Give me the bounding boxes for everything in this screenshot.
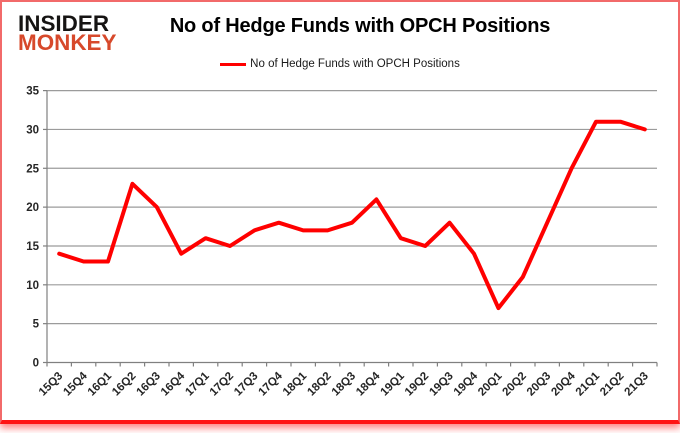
chart-card: INSIDER MONKEY No of Hedge Funds with OP… xyxy=(0,0,680,424)
x-axis-label: 15Q3 xyxy=(37,370,65,398)
x-axis-label: 16Q1 xyxy=(86,370,115,399)
x-axis-label: 21Q2 xyxy=(598,370,626,398)
y-axis-label: 10 xyxy=(26,280,39,292)
x-axis-label: 20Q3 xyxy=(525,370,553,398)
x-axis-label: 18Q3 xyxy=(330,370,358,398)
x-axis-label: 17Q3 xyxy=(232,370,260,398)
x-axis-label: 17Q2 xyxy=(208,370,236,398)
y-axis-label: 25 xyxy=(26,163,39,175)
x-axis-label: 18Q2 xyxy=(305,370,333,398)
x-axis-label: 20Q4 xyxy=(549,370,578,399)
x-axis-label: 19Q2 xyxy=(403,370,431,398)
y-axis-label: 15 xyxy=(26,241,39,253)
x-axis-label: 16Q2 xyxy=(110,370,138,398)
x-axis-label: 15Q4 xyxy=(61,370,90,399)
y-axis-label: 5 xyxy=(33,319,40,331)
y-axis-label: 30 xyxy=(26,124,39,136)
legend-label: No of Hedge Funds with OPCH Positions xyxy=(250,58,460,70)
legend: No of Hedge Funds with OPCH Positions xyxy=(2,58,678,70)
x-axis-label: 16Q4 xyxy=(159,370,188,399)
y-axis-label: 20 xyxy=(26,202,39,214)
x-axis-label: 18Q4 xyxy=(354,370,383,399)
x-axis-label: 19Q3 xyxy=(427,370,455,398)
insider-monkey-logo: INSIDER MONKEY xyxy=(18,11,117,55)
x-axis-label: 21Q1 xyxy=(574,370,603,399)
logo-text-insider: INSIDER xyxy=(18,11,110,36)
x-axis-label: 18Q1 xyxy=(281,370,310,399)
x-axis-label: 17Q4 xyxy=(257,370,286,399)
chart-title: No of Hedge Funds with OPCH Positions xyxy=(169,15,551,37)
legend-line-swatch xyxy=(220,62,247,66)
x-axis-label: 20Q2 xyxy=(501,370,529,398)
x-axis-label: 16Q3 xyxy=(135,370,163,398)
x-axis-label: 17Q1 xyxy=(183,370,212,399)
x-axis-label: 20Q1 xyxy=(476,370,505,399)
x-axis-label: 21Q3 xyxy=(623,370,651,398)
logo-text-monkey: MONKEY xyxy=(18,30,117,55)
series-line xyxy=(57,119,647,311)
y-axis-label: 35 xyxy=(26,86,39,98)
y-axis-label: 0 xyxy=(33,358,39,370)
x-axis-label: 19Q4 xyxy=(452,370,481,399)
x-axis-label: 19Q1 xyxy=(379,370,408,399)
